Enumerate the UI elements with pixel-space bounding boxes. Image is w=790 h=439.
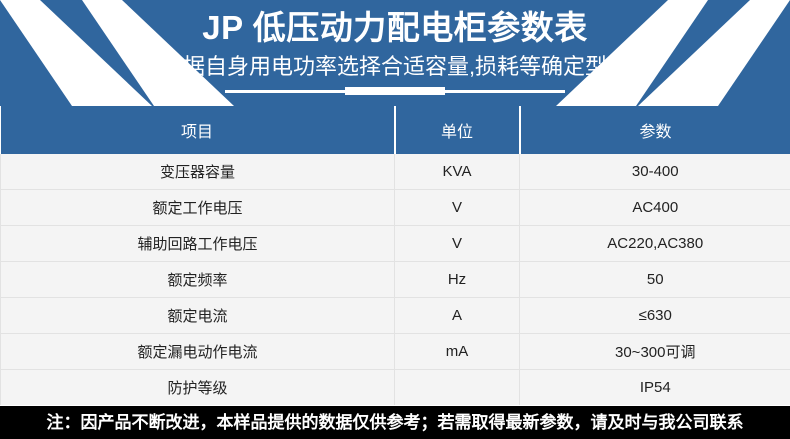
cell-item: 额定工作电压 xyxy=(0,189,395,226)
cell-unit: V xyxy=(394,189,520,226)
column-header-param: 参数 xyxy=(519,106,790,154)
cell-unit: mA xyxy=(394,333,520,370)
cell-item: 变压器容量 xyxy=(0,154,395,190)
cell-param: 30~300可调 xyxy=(519,333,790,370)
cell-param: 30-400 xyxy=(519,154,790,190)
table-row: 额定频率 Hz 50 xyxy=(0,261,790,298)
cell-unit: Hz xyxy=(394,261,520,298)
cell-unit xyxy=(394,369,520,405)
table-row: 防护等级 IP54 xyxy=(0,369,790,405)
page-subtitle: 根据自身用电功率选择合适容量,损耗等确定型号 xyxy=(160,54,630,79)
cell-param: AC220,AC380 xyxy=(519,225,790,262)
cell-item: 额定漏电动作电流 xyxy=(0,333,395,370)
table-row: 额定工作电压 V AC400 xyxy=(0,189,790,226)
cell-unit: V xyxy=(394,225,520,262)
spec-table: 项目 单位 参数 变压器容量 KVA 30-400 额定工作电压 V AC400… xyxy=(0,106,790,405)
title-divider xyxy=(0,86,790,98)
column-header-item: 项目 xyxy=(0,106,396,154)
cell-param: 50 xyxy=(519,261,790,298)
table-row: 辅助回路工作电压 V AC220,AC380 xyxy=(0,225,790,262)
table-row: 额定漏电动作电流 mA 30~300可调 xyxy=(0,333,790,370)
cell-param: AC400 xyxy=(519,189,790,226)
spec-table-body: 变压器容量 KVA 30-400 额定工作电压 V AC400 辅助回路工作电压… xyxy=(0,154,790,405)
page-title: JP 低压动力配电柜参数表 xyxy=(202,9,588,46)
table-header-row: 项目 单位 参数 xyxy=(0,106,790,154)
footer-disclaimer-note: 注：因产品不断改进，本样品提供的数据仅供参考；若需取得最新参数，请及时与我公司联… xyxy=(0,406,790,439)
column-header-unit: 单位 xyxy=(394,106,521,154)
divider-center-block xyxy=(345,87,445,95)
cell-unit: KVA xyxy=(394,154,520,190)
cell-item: 辅助回路工作电压 xyxy=(0,225,395,262)
spec-table-header: 项目 单位 参数 xyxy=(0,106,790,154)
table-row: 额定电流 A ≤630 xyxy=(0,297,790,334)
cell-item: 额定电流 xyxy=(0,297,395,334)
cell-item: 额定频率 xyxy=(0,261,395,298)
cell-item: 防护等级 xyxy=(0,369,395,405)
header-banner: JP 低压动力配电柜参数表 根据自身用电功率选择合适容量,损耗等确定型号 xyxy=(0,0,790,106)
cell-param: ≤630 xyxy=(519,297,790,334)
cell-unit: A xyxy=(394,297,520,334)
cell-param: IP54 xyxy=(519,369,790,405)
table-row: 变压器容量 KVA 30-400 xyxy=(0,154,790,190)
